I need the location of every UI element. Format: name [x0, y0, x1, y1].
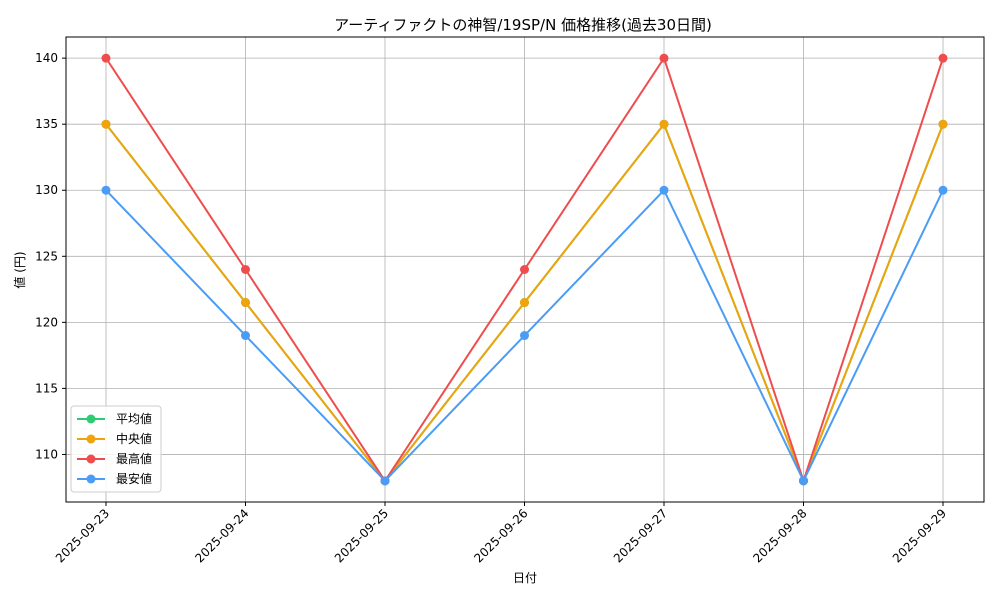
legend-label: 最高値 [116, 451, 152, 466]
data-point [938, 53, 948, 63]
x-tick-label: 2025-09-26 [471, 506, 530, 565]
x-tick-label: 2025-09-24 [192, 506, 251, 565]
data-point [520, 265, 529, 274]
data-point [241, 298, 250, 308]
y-axis-label: 値 (円) [12, 251, 27, 288]
y-tick-label: 120 [35, 315, 58, 329]
data-point [938, 185, 948, 195]
data-point [799, 476, 808, 486]
y-tick-label: 130 [35, 183, 58, 197]
x-tick-label: 2025-09-28 [750, 506, 809, 565]
data-point [241, 331, 250, 341]
x-axis: 2025-09-23 2025-09-24 2025-09-25 2025-09-26… [53, 502, 949, 565]
y-axis: 110 115 120 125 130 135 140 [35, 51, 66, 461]
legend-label: 中央値 [116, 431, 152, 446]
series-3 [101, 185, 948, 486]
data-point [938, 119, 948, 129]
x-tick-label: 2025-09-29 [890, 506, 949, 565]
x-tick-label: 2025-09-25 [332, 506, 391, 565]
data-point [659, 185, 669, 195]
y-tick-label: 125 [35, 249, 58, 263]
y-tick-label: 115 [35, 381, 58, 395]
legend-label: 最安値 [116, 471, 152, 486]
data-point [380, 476, 390, 486]
data-point [520, 331, 529, 341]
legend-swatch-marker [86, 474, 96, 484]
data-point [101, 53, 111, 63]
x-tick-label: 2025-09-23 [53, 506, 112, 565]
legend-swatch-marker [86, 454, 96, 464]
data-point [101, 119, 111, 129]
data-point [241, 265, 250, 274]
y-tick-label: 110 [35, 447, 58, 461]
data-point [659, 119, 669, 129]
legend-label: 平均値 [116, 411, 152, 426]
chart-title: アーティファクトの神智/19SP/N 価格推移(過去30日間) [334, 16, 712, 34]
legend-swatch-marker [86, 414, 96, 424]
x-tick-label: 2025-09-27 [611, 506, 670, 565]
x-axis-label: 日付 [513, 571, 537, 585]
y-tick-label: 140 [35, 51, 58, 65]
data-point [659, 53, 669, 63]
y-tick-label: 135 [35, 117, 58, 131]
grid [66, 37, 984, 502]
data-point [520, 298, 529, 308]
series-group [101, 53, 948, 486]
legend-box [70, 405, 162, 493]
data-point [101, 185, 111, 195]
legend-swatch-marker [86, 434, 96, 444]
